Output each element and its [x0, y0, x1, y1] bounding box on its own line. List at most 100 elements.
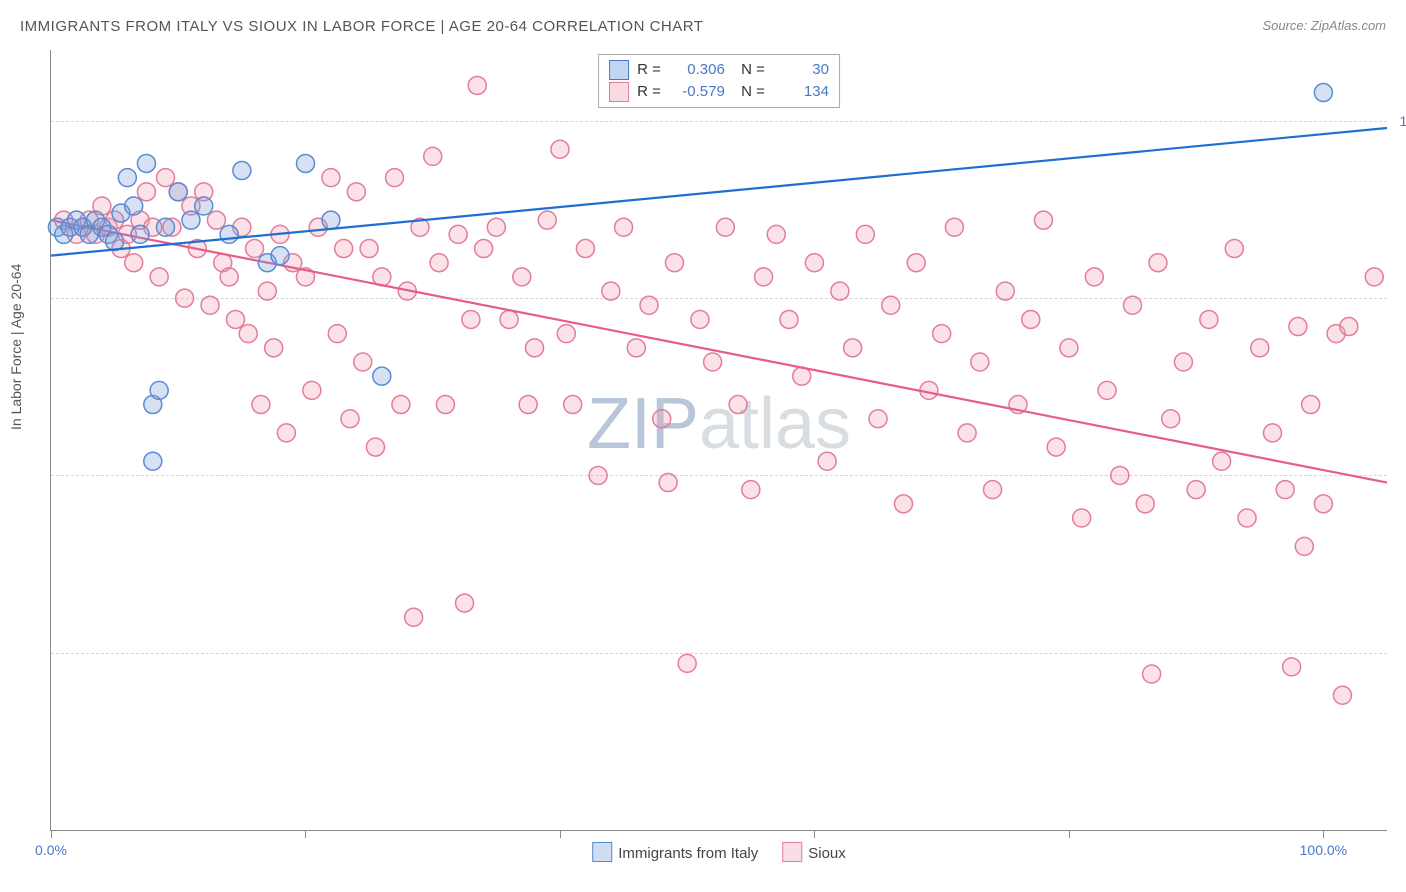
data-point — [1162, 410, 1180, 428]
data-point — [1149, 254, 1167, 272]
data-point — [354, 353, 372, 371]
data-point — [1073, 509, 1091, 527]
data-point — [1060, 339, 1078, 357]
data-point — [882, 296, 900, 314]
data-point — [500, 310, 518, 328]
data-point — [627, 339, 645, 357]
data-point — [131, 225, 149, 243]
data-point — [894, 495, 912, 513]
data-point — [526, 339, 544, 357]
data-point — [691, 310, 709, 328]
data-point — [564, 396, 582, 414]
data-point — [176, 289, 194, 307]
data-point — [1047, 438, 1065, 456]
data-point — [665, 254, 683, 272]
legend-r-label: R = — [637, 59, 661, 81]
data-point — [1085, 268, 1103, 286]
data-point — [252, 396, 270, 414]
legend-n-label: N = — [733, 59, 765, 81]
data-point — [265, 339, 283, 357]
regression-line — [51, 220, 1387, 482]
x-tick — [814, 830, 815, 838]
data-point — [220, 268, 238, 286]
data-point — [233, 162, 251, 180]
x-tick-label: 0.0% — [35, 842, 67, 858]
legend-n-italy: 30 — [773, 59, 829, 81]
data-point — [328, 325, 346, 343]
data-point — [430, 254, 448, 272]
data-point — [462, 310, 480, 328]
data-point — [118, 169, 136, 187]
data-point — [487, 218, 505, 236]
data-point — [945, 218, 963, 236]
data-point — [538, 211, 556, 229]
swatch-italy — [609, 60, 629, 80]
data-point — [475, 240, 493, 258]
data-point — [1034, 211, 1052, 229]
data-point — [519, 396, 537, 414]
data-point — [226, 310, 244, 328]
swatch-sioux — [609, 82, 629, 102]
data-point — [125, 197, 143, 215]
data-point — [436, 396, 454, 414]
data-point — [207, 211, 225, 229]
chart-title: IMMIGRANTS FROM ITALY VS SIOUX IN LABOR … — [20, 18, 703, 35]
data-point — [933, 325, 951, 343]
data-point — [157, 169, 175, 187]
data-point — [1276, 481, 1294, 499]
plot-svg — [51, 50, 1387, 830]
data-point — [392, 396, 410, 414]
data-point — [856, 225, 874, 243]
data-point — [1200, 310, 1218, 328]
data-point — [157, 218, 175, 236]
data-point — [1302, 396, 1320, 414]
data-point — [1124, 296, 1142, 314]
data-point — [1143, 665, 1161, 683]
swatch-sioux-bottom — [782, 842, 802, 862]
data-point — [729, 396, 747, 414]
data-point — [373, 367, 391, 385]
data-point — [258, 282, 276, 300]
data-point — [780, 310, 798, 328]
data-point — [424, 147, 442, 165]
legend-r-label: R = — [637, 81, 661, 103]
data-point — [1098, 381, 1116, 399]
data-point — [195, 197, 213, 215]
legend-item-italy: Immigrants from Italy — [592, 842, 758, 862]
data-point — [277, 424, 295, 442]
data-point — [653, 410, 671, 428]
data-point — [347, 183, 365, 201]
legend-r-italy: 0.306 — [669, 59, 725, 81]
legend-item-sioux: Sioux — [782, 842, 846, 862]
data-point — [831, 282, 849, 300]
data-point — [742, 481, 760, 499]
data-point — [150, 268, 168, 286]
legend-row-italy: R = 0.306 N = 30 — [609, 59, 829, 81]
data-point — [1365, 268, 1383, 286]
data-point — [805, 254, 823, 272]
data-point — [1174, 353, 1192, 371]
data-point — [1022, 310, 1040, 328]
legend-label-italy: Immigrants from Italy — [618, 845, 758, 862]
data-point — [137, 183, 155, 201]
data-point — [137, 154, 155, 172]
data-point — [1314, 495, 1332, 513]
data-point — [1225, 240, 1243, 258]
x-tick — [1323, 830, 1324, 838]
data-point — [907, 254, 925, 272]
data-point — [322, 169, 340, 187]
data-point — [335, 240, 353, 258]
data-point — [456, 594, 474, 612]
legend-label-sioux: Sioux — [808, 845, 846, 862]
data-point — [716, 218, 734, 236]
data-point — [551, 140, 569, 158]
data-point — [1314, 84, 1332, 102]
regression-line — [51, 128, 1387, 256]
data-point — [1111, 466, 1129, 484]
data-point — [150, 381, 168, 399]
data-point — [576, 240, 594, 258]
data-point — [1251, 339, 1269, 357]
data-point — [1213, 452, 1231, 470]
legend-n-sioux: 134 — [773, 81, 829, 103]
data-point — [640, 296, 658, 314]
